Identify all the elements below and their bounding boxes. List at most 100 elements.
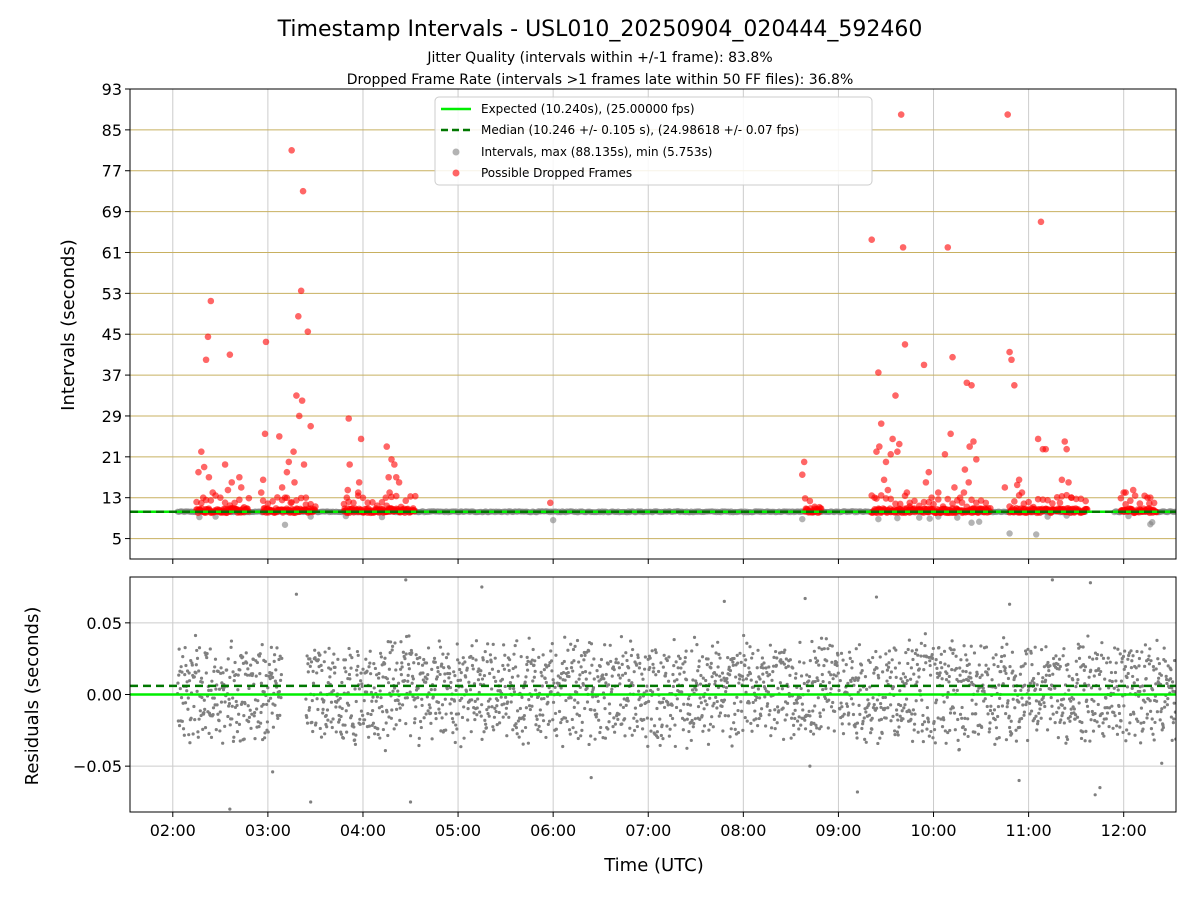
residual-point bbox=[194, 663, 198, 667]
residual-point bbox=[322, 699, 326, 703]
residual-point bbox=[765, 704, 769, 708]
residual-point bbox=[986, 673, 990, 677]
residual-point bbox=[1089, 718, 1093, 722]
residual-point bbox=[1150, 717, 1154, 721]
residual-point bbox=[770, 678, 774, 682]
residual-point bbox=[857, 703, 861, 707]
residual-point bbox=[351, 732, 356, 736]
residual-point bbox=[176, 719, 180, 723]
residual-point bbox=[778, 681, 782, 685]
dropped-frame-point bbox=[1150, 499, 1158, 507]
residual-point bbox=[1117, 711, 1122, 716]
residual-point bbox=[898, 703, 903, 708]
dropped-frame-point bbox=[407, 493, 414, 500]
residual-point bbox=[833, 709, 837, 714]
dropped-frame-point bbox=[397, 503, 405, 511]
residual-point bbox=[743, 715, 747, 720]
residual-point bbox=[581, 683, 586, 687]
residual-point bbox=[855, 721, 860, 725]
residual-point bbox=[403, 657, 407, 661]
residual-point bbox=[371, 695, 375, 699]
residual-point bbox=[780, 687, 784, 691]
residual-point bbox=[557, 709, 562, 714]
residual-point bbox=[186, 696, 190, 700]
residual-point bbox=[923, 643, 927, 648]
residual-point bbox=[1143, 643, 1148, 647]
residual-point bbox=[197, 669, 201, 673]
residual-point bbox=[754, 680, 759, 684]
residual-point bbox=[701, 729, 705, 733]
residual-point bbox=[946, 664, 951, 668]
residual-point bbox=[880, 731, 884, 735]
residual-point bbox=[331, 661, 335, 665]
residual-point bbox=[355, 649, 360, 654]
residual-point bbox=[1041, 676, 1045, 680]
residual-point bbox=[572, 705, 576, 709]
residual-point bbox=[725, 680, 729, 685]
residual-point bbox=[1095, 720, 1099, 724]
residual-point bbox=[526, 741, 530, 745]
residual-outlier-point bbox=[228, 807, 232, 811]
residual-point bbox=[1115, 732, 1120, 736]
residual-point bbox=[526, 659, 530, 663]
residual-point bbox=[902, 706, 906, 710]
residual-point bbox=[806, 689, 810, 693]
residual-point bbox=[374, 699, 378, 703]
residual-point bbox=[308, 664, 312, 668]
residual-point bbox=[256, 720, 260, 724]
dropped-frame-point bbox=[894, 448, 901, 456]
residual-point bbox=[633, 706, 638, 710]
dropped-frame-point bbox=[1004, 111, 1011, 118]
residual-point bbox=[592, 677, 596, 681]
x-tick-label: 12:00 bbox=[1101, 821, 1147, 840]
residual-point bbox=[829, 705, 834, 709]
residual-point bbox=[456, 678, 460, 683]
dropped-frame-point bbox=[934, 489, 942, 496]
residual-point bbox=[558, 676, 562, 680]
residual-point bbox=[698, 696, 702, 700]
residual-point bbox=[384, 721, 388, 725]
residual-point bbox=[1049, 695, 1053, 700]
residual-point bbox=[958, 673, 962, 677]
residual-point bbox=[608, 711, 612, 716]
residual-point bbox=[1074, 684, 1078, 689]
residual-point bbox=[1004, 671, 1008, 676]
residual-point bbox=[1018, 725, 1022, 729]
residual-point bbox=[807, 679, 811, 683]
residual-point bbox=[473, 699, 477, 703]
residual-point bbox=[1116, 647, 1120, 651]
residual-outlier-point bbox=[1088, 581, 1093, 585]
residual-point bbox=[258, 652, 262, 656]
residual-point bbox=[999, 659, 1003, 664]
residual-point bbox=[378, 689, 382, 693]
residual-point bbox=[375, 695, 380, 699]
residual-point bbox=[390, 648, 394, 652]
residual-point bbox=[906, 661, 910, 666]
residual-point bbox=[405, 696, 409, 700]
dropped-frame-point bbox=[951, 484, 958, 491]
residual-point bbox=[1025, 700, 1029, 704]
dropped-frame-point bbox=[299, 187, 307, 195]
residual-point bbox=[735, 653, 739, 657]
residual-point bbox=[1119, 679, 1124, 683]
residual-point bbox=[738, 677, 742, 681]
residual-point bbox=[259, 721, 263, 725]
residual-point bbox=[437, 707, 441, 711]
residual-point bbox=[1129, 665, 1134, 670]
dropped-frame-point bbox=[391, 461, 398, 468]
residual-point bbox=[635, 663, 639, 667]
residual-point bbox=[735, 695, 739, 699]
residual-point bbox=[811, 709, 815, 713]
residual-point bbox=[1028, 681, 1032, 685]
residual-point bbox=[1023, 683, 1027, 687]
residual-point bbox=[544, 735, 548, 740]
residual-point bbox=[268, 677, 272, 681]
residual-point bbox=[851, 702, 855, 706]
residual-point bbox=[855, 731, 859, 735]
residual-point bbox=[474, 658, 478, 662]
residual-point bbox=[887, 665, 891, 669]
residual-point bbox=[911, 657, 915, 662]
dropped-frame-point bbox=[288, 147, 295, 154]
residual-point bbox=[984, 663, 988, 667]
residual-point bbox=[1006, 699, 1010, 703]
